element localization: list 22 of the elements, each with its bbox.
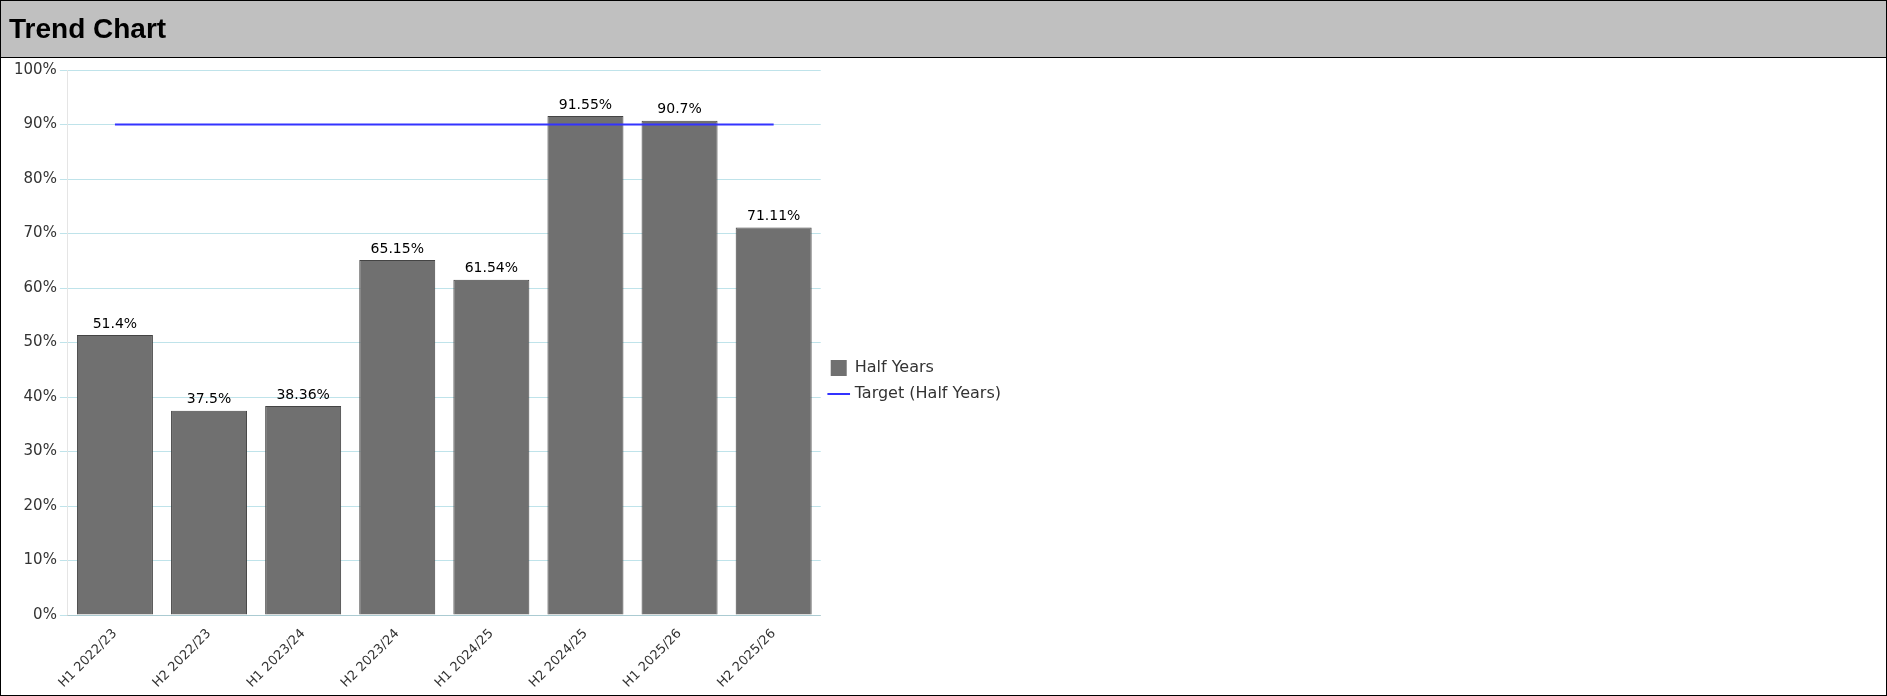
- chart-title: Trend Chart: [1, 1, 1886, 58]
- y-tick-label: 80%: [23, 168, 57, 187]
- data-label: 51.4%: [92, 314, 138, 331]
- data-label: 61.54%: [464, 259, 519, 276]
- data-label: 90.7%: [657, 100, 702, 117]
- data-label: 37.5%: [186, 390, 232, 407]
- y-tick-label: 0%: [33, 604, 57, 623]
- y-tick-label: 100%: [13, 59, 57, 78]
- data-label: 71.11%: [746, 207, 801, 224]
- y-tick-label: 30%: [23, 441, 57, 460]
- y-tick-label: 50%: [23, 332, 57, 351]
- y-tick-label: 10%: [23, 550, 57, 569]
- legend-label: Target (Half Years): [853, 383, 1001, 403]
- data-label: 65.15%: [370, 239, 424, 256]
- y-tick-label: 90%: [23, 114, 57, 133]
- legend-label: Half Years: [854, 357, 934, 377]
- y-tick-label: 40%: [23, 386, 57, 405]
- data-label: 91.55%: [558, 95, 613, 112]
- data-label: 38.36%: [276, 385, 330, 402]
- y-tick-label: 20%: [23, 495, 57, 514]
- y-tick-label: 70%: [23, 223, 57, 242]
- y-tick-label: 60%: [23, 277, 57, 296]
